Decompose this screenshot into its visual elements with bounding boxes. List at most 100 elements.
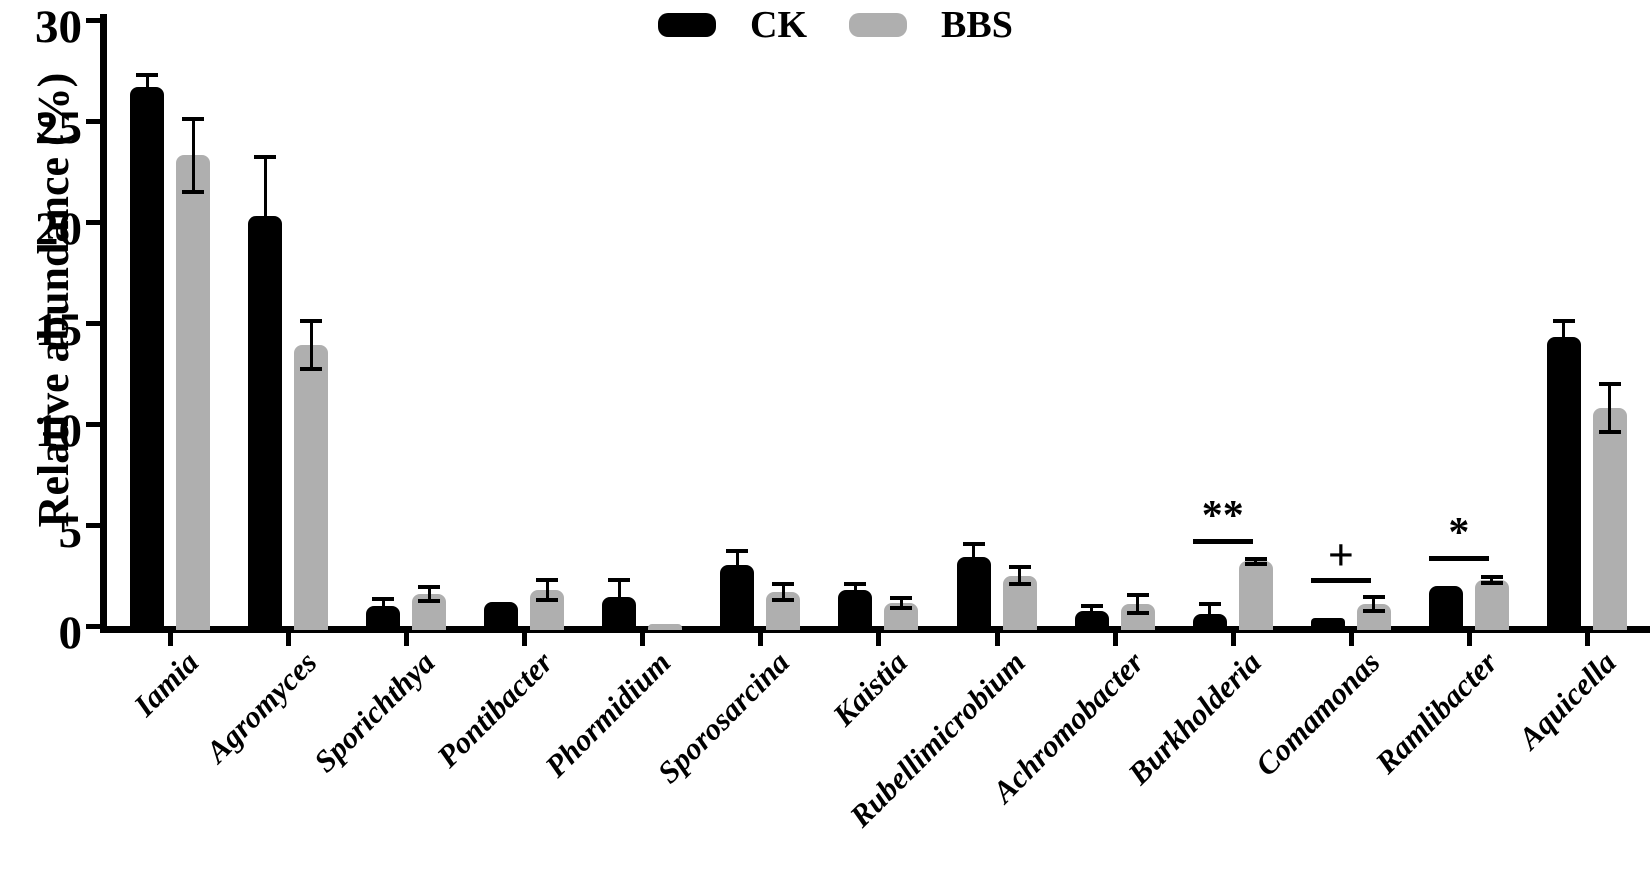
- x-tick-label: Aquicella: [1511, 644, 1623, 756]
- significance-line-burkholderia: [1192, 539, 1253, 545]
- error-bar-line: [972, 544, 976, 558]
- error-bar-cap-top: [1126, 592, 1149, 597]
- y-tick: [86, 321, 100, 326]
- x-tick: [640, 633, 646, 646]
- bar-bbs-ramlibacter: [1474, 579, 1509, 630]
- error-bar-cap-bottom: [1362, 608, 1385, 613]
- bar-ck-iamia: [130, 86, 164, 630]
- error-bar-cap-top: [1080, 603, 1103, 608]
- bar-ck-burkholderia: [1192, 613, 1227, 630]
- x-tick: [876, 633, 882, 646]
- error-bar-cap-top: [254, 155, 277, 160]
- x-tick-label: Kaistia: [825, 644, 914, 733]
- error-bar-line: [1208, 603, 1212, 614]
- error-bar-cap-bottom: [536, 597, 559, 602]
- significance-line-comamonas: [1310, 577, 1371, 583]
- bar-ck-phormidium: [602, 596, 637, 630]
- x-axis-line: [100, 626, 1650, 633]
- bar-ck-pontibacter: [484, 601, 519, 630]
- x-tick-label: Comamonas: [1248, 644, 1387, 783]
- bar-ck-comamonas: [1310, 617, 1345, 630]
- error-bar-cap-bottom: [772, 597, 795, 602]
- x-tick: [522, 633, 528, 646]
- bar-ck-ramlibacter: [1428, 585, 1463, 630]
- error-bar-cap-top: [608, 577, 631, 582]
- bar-ck-agromyces: [248, 215, 283, 630]
- error-bar-line: [427, 586, 431, 601]
- error-bar-cap-top: [136, 72, 158, 77]
- error-bar-line: [735, 551, 739, 566]
- y-tick-label: 15: [35, 304, 82, 356]
- error-bar-cap-top: [1244, 556, 1267, 561]
- error-bar-cap-bottom: [890, 605, 913, 610]
- x-tick: [758, 633, 764, 646]
- y-tick-label: 25: [35, 102, 82, 154]
- legend-label-bbs: BBS: [941, 4, 1013, 46]
- y-tick-label: 0: [58, 607, 83, 659]
- error-bar-line: [1254, 558, 1258, 564]
- x-tick: [404, 633, 410, 646]
- x-tick: [1112, 633, 1118, 646]
- y-tick: [86, 624, 100, 629]
- error-bar-line: [853, 583, 857, 590]
- error-bar-line: [617, 579, 621, 597]
- y-tick: [86, 523, 100, 528]
- y-tick-label: 20: [35, 203, 82, 255]
- bar-ck-rubellimicrobium: [956, 557, 991, 630]
- error-bar-line: [781, 583, 785, 600]
- x-tick-label: Ramlibacter: [1368, 644, 1505, 781]
- error-bar-cap-top: [890, 595, 913, 600]
- error-bar-line: [1018, 567, 1022, 584]
- error-bar-cap-top: [726, 549, 749, 554]
- x-tick-label: Iamia: [126, 644, 206, 723]
- error-bar-cap-top: [1198, 601, 1221, 606]
- error-bar-line: [899, 597, 903, 608]
- error-bar-line: [1608, 383, 1612, 433]
- error-bar-line: [1136, 594, 1140, 613]
- error-bar-cap-bottom: [1244, 561, 1267, 566]
- error-bar-cap-top: [536, 577, 559, 582]
- error-bar-cap-top: [772, 581, 795, 586]
- error-bar-line: [145, 74, 149, 87]
- y-tick-label: 30: [35, 1, 82, 53]
- y-tick: [86, 18, 100, 23]
- bar-bbs-burkholderia: [1238, 561, 1273, 630]
- legend: CK BBS: [658, 6, 1013, 44]
- significance-symbol-burkholderia: **: [1201, 493, 1244, 540]
- error-bar-cap-bottom: [1126, 610, 1149, 615]
- legend-item-bbs: BBS: [849, 6, 1013, 44]
- error-bar-line: [1090, 605, 1094, 611]
- error-bar-cap-top: [418, 584, 441, 589]
- error-bar-line: [263, 157, 267, 216]
- x-tick: [1584, 633, 1590, 646]
- y-axis-line: [100, 14, 107, 633]
- error-bar-line: [545, 579, 549, 600]
- x-tick-label: Sporichthya: [307, 644, 442, 779]
- error-bar-cap-top: [1480, 574, 1503, 579]
- y-tick: [86, 422, 100, 427]
- bar-bbs-agromyces: [294, 345, 329, 630]
- bar-bbs-aquicella: [1592, 407, 1627, 630]
- y-tick-label: 5: [58, 506, 83, 558]
- bar-ck-aquicella: [1546, 337, 1581, 630]
- legend-swatch-bbs: [849, 13, 907, 37]
- y-tick-label: 10: [35, 405, 82, 457]
- error-bar-cap-top: [1362, 594, 1385, 599]
- legend-item-ck: CK: [658, 6, 807, 44]
- legend-swatch-ck: [658, 13, 716, 37]
- significance-line-ramlibacter: [1428, 556, 1489, 562]
- y-tick: [86, 220, 100, 225]
- bar-bbs-phormidium: [648, 623, 683, 630]
- bar-ck-sporichthya: [366, 605, 401, 630]
- x-tick-label: Pontibacter: [430, 644, 560, 775]
- error-bar-line: [191, 118, 195, 192]
- error-bar-cap-bottom: [1480, 580, 1503, 585]
- error-bar-cap-top: [962, 542, 985, 547]
- x-tick: [1230, 633, 1236, 646]
- x-tick: [1348, 633, 1354, 646]
- error-bar-cap-bottom: [1598, 430, 1621, 435]
- error-bar-cap-top: [1008, 565, 1031, 570]
- x-tick: [168, 633, 173, 646]
